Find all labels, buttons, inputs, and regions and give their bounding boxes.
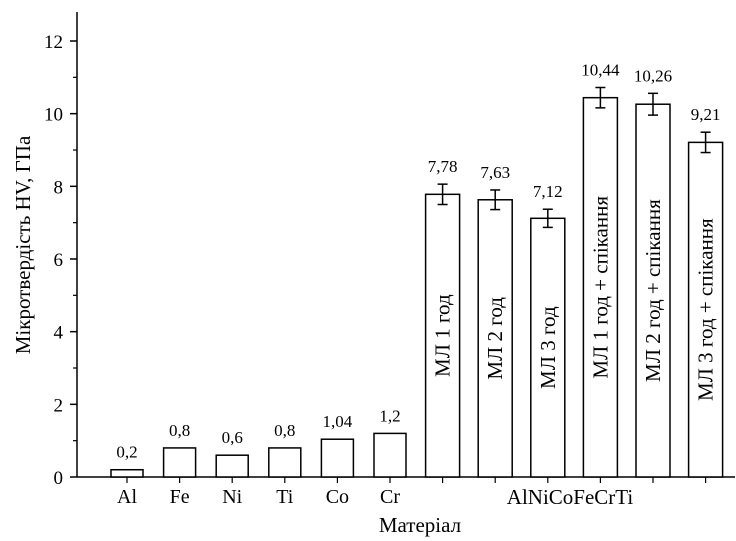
data-label: 7,63 <box>480 163 510 182</box>
data-label: 9,21 <box>691 105 721 124</box>
x-tick-label: Cr <box>380 486 400 508</box>
x-tick-label: Al <box>117 486 137 508</box>
data-label: 0,2 <box>116 443 137 462</box>
y-axis-title: Мікротвердість HV, ГПа <box>11 135 35 354</box>
bar <box>687 141 724 478</box>
bar-inside-label: МЛ 3 год + спікання <box>694 218 718 401</box>
y-tick-label: 0 <box>54 468 64 489</box>
x-axis-title: Матеріал <box>379 513 461 537</box>
data-label: 7,78 <box>428 157 458 176</box>
data-label: 1,2 <box>379 406 400 425</box>
x-tick-label: Co <box>326 486 349 508</box>
data-label: 10,44 <box>581 61 620 80</box>
x-tick-label: Fe <box>170 486 190 508</box>
bar <box>268 447 302 478</box>
bar-inside-label: МЛ 1 год <box>431 294 455 377</box>
bar <box>582 96 619 478</box>
x-tick-label: Ni <box>222 486 242 508</box>
data-label: 10,26 <box>634 66 672 85</box>
bar <box>162 447 197 478</box>
data-label: 7,12 <box>533 182 563 201</box>
data-label: 1,04 <box>323 412 353 431</box>
bar-inside-label: МЛ 2 год + спікання <box>641 199 665 382</box>
y-tick-label: 12 <box>44 32 63 53</box>
bar <box>215 454 249 478</box>
bars: 0,2 0,8 0,6 0,8 1,04 1,2 МЛ 1 год 7,78 МЛ 2 год 7… <box>110 61 724 478</box>
group-label: AlNiCoFeCrTi <box>507 485 634 509</box>
y-tick-label: 6 <box>54 250 64 271</box>
data-label: 0,8 <box>169 421 190 440</box>
data-label: 0,8 <box>274 421 295 440</box>
bar <box>320 438 355 478</box>
y-tick-label: 10 <box>44 105 63 126</box>
bar-inside-label: МЛ 3 год <box>536 306 560 389</box>
bar <box>635 103 671 478</box>
bar <box>110 468 144 478</box>
bar-inside-label: МЛ 2 год <box>483 297 507 380</box>
bar <box>477 199 513 478</box>
bar-inside-label: МЛ 1 год + спікання <box>588 196 612 379</box>
bar <box>530 217 566 478</box>
x-tick-label: Ti <box>276 486 294 508</box>
y-tick-label: 2 <box>54 395 64 416</box>
y-tick-label: 4 <box>54 323 64 344</box>
y-tick-label: 8 <box>54 177 64 198</box>
data-label: 0,6 <box>222 428 243 447</box>
bar <box>373 432 407 478</box>
